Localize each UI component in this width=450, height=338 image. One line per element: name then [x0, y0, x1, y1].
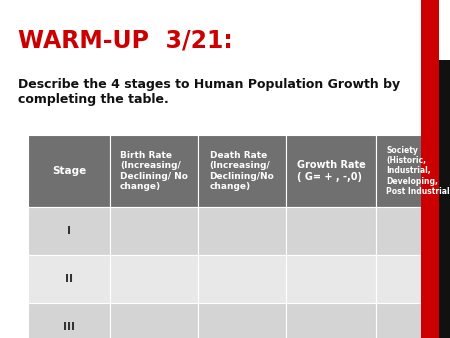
Bar [28, 135, 110, 207]
Bar [376, 135, 450, 207]
Bar [286, 303, 376, 338]
Bar [28, 255, 110, 303]
Text: WARM-UP  3/21:: WARM-UP 3/21: [18, 28, 233, 52]
Text: Growth Rate
( G= + , -,0): Growth Rate ( G= + , -,0) [297, 160, 365, 182]
Text: Death Rate
(Increasing/
Declining/No
change): Death Rate (Increasing/ Declining/No cha… [210, 151, 274, 191]
Bar [198, 255, 286, 303]
Text: II: II [65, 274, 73, 284]
Bar [198, 207, 286, 255]
Text: Describe the 4 stages to Human Population Growth by
completing the table.: Describe the 4 stages to Human Populatio… [18, 78, 400, 106]
Text: I: I [67, 226, 71, 236]
Bar [376, 207, 450, 255]
Bar [110, 255, 198, 303]
Bar [439, 60, 450, 338]
Text: Society
(Historic,
Industrial,
Developing,
Post Industrial): Society (Historic, Industrial, Developin… [387, 146, 450, 196]
Text: III: III [63, 322, 75, 332]
Text: Stage: Stage [52, 166, 86, 176]
Bar [110, 135, 198, 207]
Bar [376, 255, 450, 303]
Bar [28, 303, 110, 338]
Bar [421, 0, 439, 338]
Bar [286, 255, 376, 303]
Bar [110, 207, 198, 255]
Bar [198, 303, 286, 338]
Bar [376, 303, 450, 338]
Bar [110, 303, 198, 338]
Text: Birth Rate
(Increasing/
Declining/ No
change): Birth Rate (Increasing/ Declining/ No ch… [120, 151, 188, 191]
Bar [286, 135, 376, 207]
Bar [28, 207, 110, 255]
Bar [286, 207, 376, 255]
Bar [198, 135, 286, 207]
